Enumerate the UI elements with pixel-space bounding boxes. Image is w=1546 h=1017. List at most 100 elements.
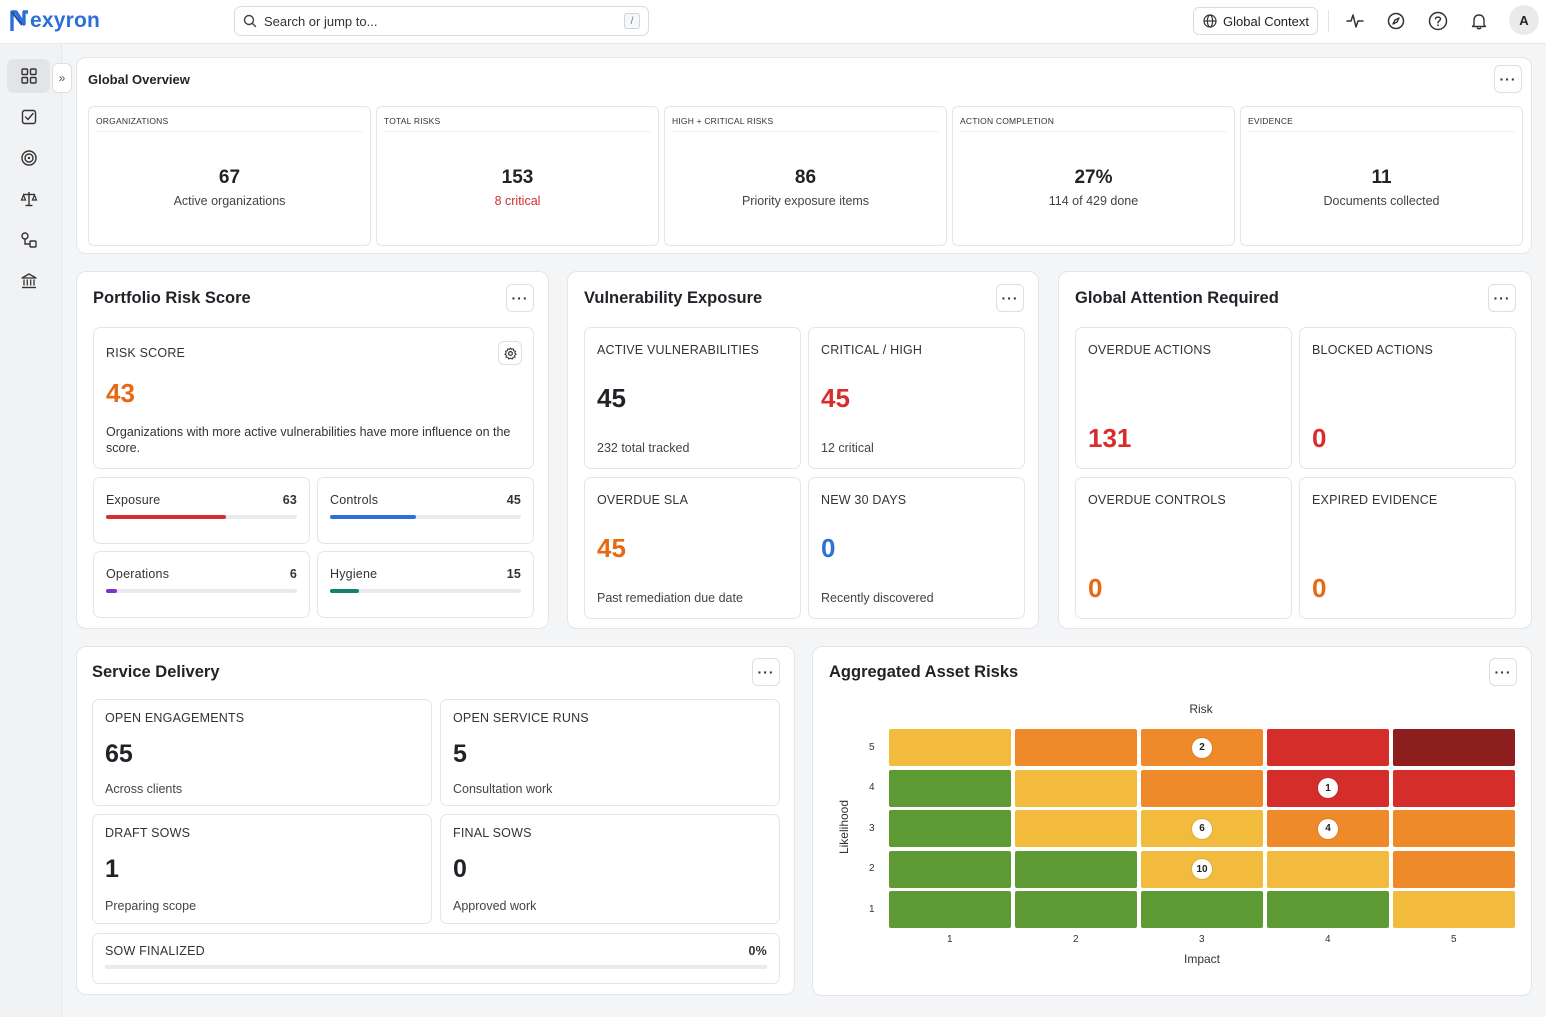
service-delivery-card: Service Delivery ··· OPEN ENGAGEMENTS 65… bbox=[76, 646, 795, 995]
heatmap-cell[interactable]: 6 bbox=[1141, 810, 1263, 847]
sidebar-item-tasks[interactable] bbox=[7, 100, 50, 134]
service-tile-value: 65 bbox=[105, 740, 133, 768]
heatmap-cell[interactable] bbox=[1393, 810, 1515, 847]
heatmap-cell[interactable] bbox=[1393, 850, 1515, 888]
help-icon[interactable] bbox=[1426, 9, 1450, 33]
attention-tile: EXPIRED EVIDENCE 0 bbox=[1299, 477, 1516, 619]
more-options-button[interactable]: ··· bbox=[752, 658, 780, 686]
heatmap-y-tick: 3 bbox=[869, 822, 875, 834]
sidebar-item-workflows[interactable] bbox=[7, 223, 50, 257]
attention-tile-label: EXPIRED EVIDENCE bbox=[1312, 493, 1438, 507]
app-logo[interactable]: exyron bbox=[10, 7, 100, 35]
global-context-label: Global Context bbox=[1223, 13, 1309, 29]
more-options-button[interactable]: ··· bbox=[1488, 284, 1516, 312]
heatmap-cell[interactable] bbox=[1393, 891, 1515, 928]
heatmap-cell[interactable] bbox=[889, 891, 1011, 928]
settings-button[interactable] bbox=[498, 341, 522, 365]
user-avatar[interactable]: A bbox=[1509, 5, 1539, 35]
search-bar[interactable]: / bbox=[234, 6, 649, 36]
compass-icon[interactable] bbox=[1384, 9, 1408, 33]
tile-value: 27% bbox=[1074, 167, 1113, 188]
heatmap-cell[interactable] bbox=[1267, 850, 1389, 888]
bell-icon[interactable] bbox=[1467, 9, 1491, 33]
attention-tile-value: 0 bbox=[1312, 423, 1327, 453]
topbar-divider bbox=[1328, 10, 1329, 32]
portfolio-risk-title: Portfolio Risk Score bbox=[93, 289, 251, 307]
gear-icon bbox=[503, 346, 517, 359]
vuln-tile-label: OVERDUE SLA bbox=[597, 493, 689, 507]
heatmap-cell[interactable]: 2 bbox=[1141, 729, 1263, 766]
tile-value: 67 bbox=[218, 167, 241, 188]
attention-tile: BLOCKED ACTIONS 0 bbox=[1299, 327, 1516, 469]
overview-tile: TOTAL RISKS 153 8 critical bbox=[376, 106, 659, 246]
vuln-tile-label: NEW 30 DAYS bbox=[821, 493, 907, 507]
tile-label: EVIDENCE bbox=[1248, 116, 1294, 126]
overview-tile: EVIDENCE 11 Documents collected bbox=[1240, 106, 1523, 246]
metric-value: 45 bbox=[506, 493, 521, 507]
heatmap-cell[interactable]: 10 bbox=[1141, 850, 1263, 888]
heatmap-cell[interactable] bbox=[1393, 729, 1515, 766]
institution-icon bbox=[20, 273, 37, 289]
more-options-button[interactable]: ··· bbox=[506, 284, 534, 312]
sidebar-item-compliance[interactable] bbox=[7, 182, 50, 216]
search-input[interactable] bbox=[264, 13, 624, 29]
tile-label: HIGH + CRITICAL RISKS bbox=[672, 116, 774, 126]
heatmap-cell[interactable] bbox=[889, 810, 1011, 847]
heatmap-cell[interactable] bbox=[1015, 850, 1137, 888]
heatmap-cell[interactable] bbox=[889, 769, 1011, 807]
heatmap-cell[interactable] bbox=[1393, 769, 1515, 807]
vuln-tile: OVERDUE SLA 45 Past remediation due date bbox=[584, 477, 801, 619]
heatmap-cell[interactable] bbox=[1267, 891, 1389, 928]
risk-score-tile: RISK SCORE 43 Organizations with more ac… bbox=[93, 327, 534, 469]
heatmap-cell[interactable]: 4 bbox=[1267, 810, 1389, 847]
metric-label: Exposure bbox=[106, 493, 161, 507]
metric-value: 6 bbox=[289, 567, 297, 581]
service-delivery-title: Service Delivery bbox=[92, 663, 220, 681]
portfolio-risk-card: Portfolio Risk Score ··· RISK SCORE 43 O… bbox=[76, 271, 549, 629]
activity-icon[interactable] bbox=[1343, 9, 1367, 33]
more-options-button[interactable]: ··· bbox=[1494, 65, 1522, 93]
heatmap-cell[interactable] bbox=[889, 850, 1011, 888]
service-tile-label: FINAL SOWS bbox=[453, 826, 532, 840]
heatmap-cell[interactable] bbox=[1015, 769, 1137, 807]
metric-tile: Operations 6 bbox=[93, 551, 310, 618]
heatmap-cell[interactable] bbox=[1141, 769, 1263, 807]
sidebar-expand-button[interactable]: » bbox=[52, 63, 72, 93]
vuln-tile: CRITICAL / HIGH 45 12 critical bbox=[808, 327, 1025, 469]
more-options-button[interactable]: ··· bbox=[1489, 658, 1517, 686]
service-tile-value: 0 bbox=[453, 855, 467, 883]
tile-label: TOTAL RISKS bbox=[384, 116, 441, 126]
global-context-button[interactable]: Global Context bbox=[1193, 7, 1318, 35]
metric-progress-track bbox=[330, 515, 521, 519]
tasks-icon bbox=[21, 109, 36, 125]
heatmap-cell[interactable] bbox=[1141, 891, 1263, 928]
heatmap-cell[interactable]: 1 bbox=[1267, 769, 1389, 807]
heatmap-y-tick: 2 bbox=[869, 863, 875, 874]
heatmap-cell[interactable] bbox=[1267, 729, 1389, 766]
heatmap-cell[interactable] bbox=[1015, 891, 1137, 928]
tile-subtext: Priority exposure items bbox=[741, 194, 870, 208]
tile-value: 153 bbox=[501, 167, 534, 188]
metric-progress-fill bbox=[330, 589, 359, 593]
tile-subtext: 8 critical bbox=[494, 194, 541, 208]
sow-finalized-tile: SOW FINALIZED 0% bbox=[92, 933, 780, 984]
sidebar-item-dashboard[interactable] bbox=[7, 59, 50, 93]
workflow-icon bbox=[20, 232, 37, 248]
heatmap-cell[interactable] bbox=[889, 729, 1011, 766]
metric-tile: Exposure 63 bbox=[93, 477, 310, 544]
vuln-tile-subtext: Recently discovered bbox=[821, 591, 934, 605]
more-options-button[interactable]: ··· bbox=[996, 284, 1024, 312]
metric-progress-fill bbox=[106, 515, 227, 519]
attention-required-title: Global Attention Required bbox=[1075, 289, 1279, 307]
heatmap-cell[interactable] bbox=[1015, 810, 1137, 847]
tile-label: ORGANIZATIONS bbox=[96, 116, 169, 126]
heatmap-title: Risk bbox=[1189, 702, 1213, 716]
vulnerability-exposure-card: Vulnerability Exposure ··· ACTIVE VULNER… bbox=[567, 271, 1039, 629]
sidebar-item-targets[interactable] bbox=[7, 141, 50, 175]
sidebar-item-institutions[interactable] bbox=[7, 264, 50, 298]
tile-value: 86 bbox=[794, 167, 817, 188]
metric-progress-fill bbox=[330, 515, 416, 519]
service-tile: FINAL SOWS 0 Approved work bbox=[440, 814, 780, 924]
heatmap-cell[interactable] bbox=[1015, 729, 1137, 766]
metric-progress-fill bbox=[106, 589, 118, 593]
